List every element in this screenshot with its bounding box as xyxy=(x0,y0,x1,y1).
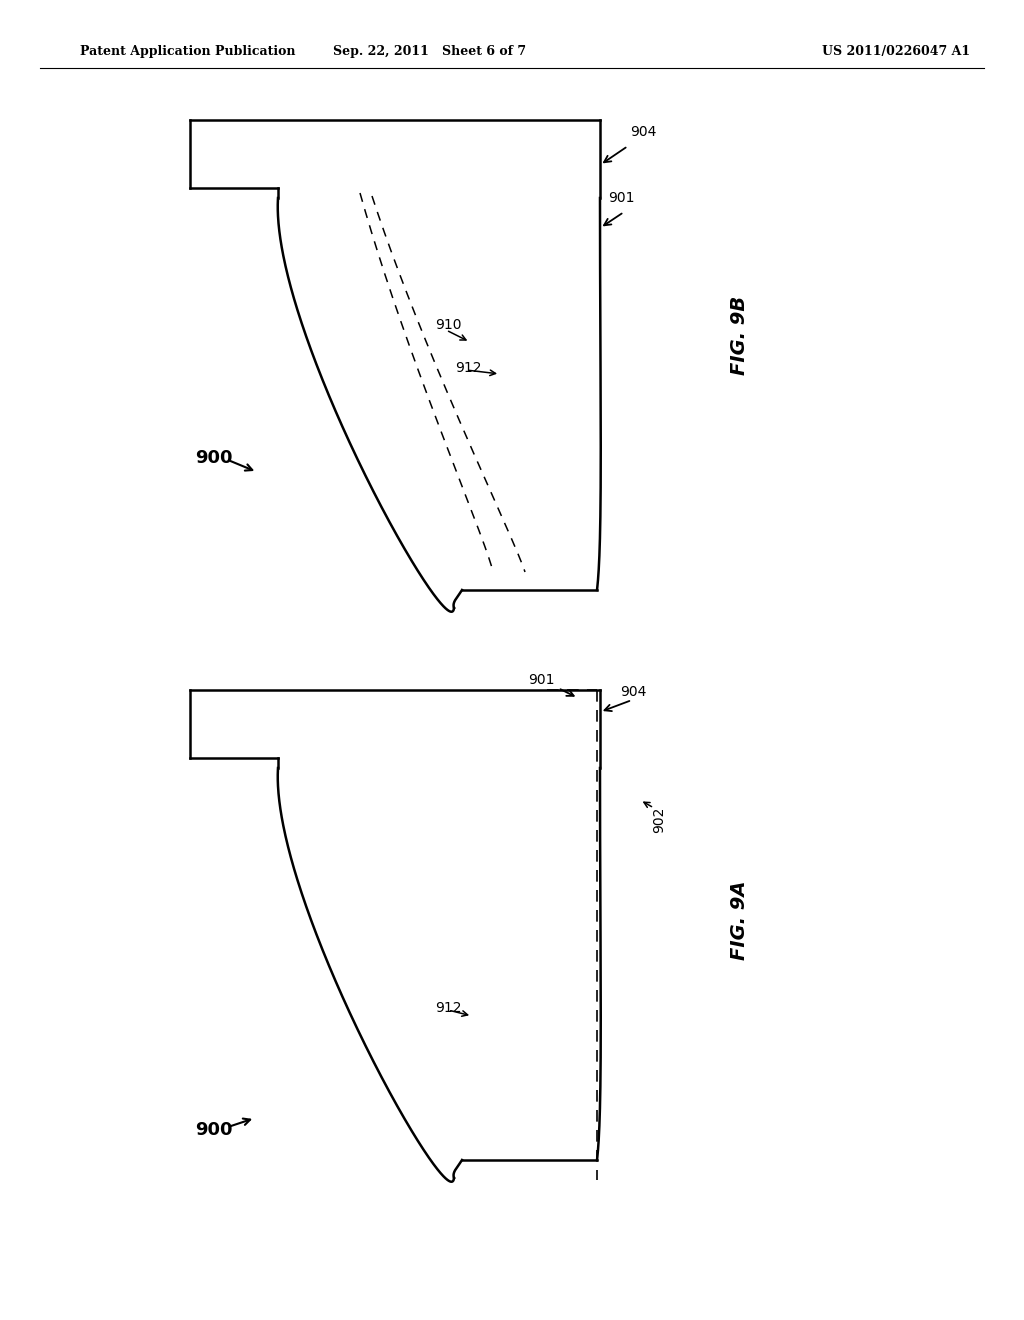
Text: 904: 904 xyxy=(620,685,646,700)
Text: FIG. 9A: FIG. 9A xyxy=(730,880,749,960)
Text: Patent Application Publication: Patent Application Publication xyxy=(80,45,296,58)
Text: Sep. 22, 2011   Sheet 6 of 7: Sep. 22, 2011 Sheet 6 of 7 xyxy=(334,45,526,58)
Text: 901: 901 xyxy=(528,673,555,686)
Text: 901: 901 xyxy=(608,191,635,205)
Text: 912: 912 xyxy=(455,360,481,375)
Text: 900: 900 xyxy=(195,449,232,467)
Text: US 2011/0226047 A1: US 2011/0226047 A1 xyxy=(822,45,970,58)
Text: 902: 902 xyxy=(652,807,666,833)
Text: 910: 910 xyxy=(435,318,462,333)
Text: FIG. 9B: FIG. 9B xyxy=(730,296,749,375)
Text: 912: 912 xyxy=(435,1001,462,1015)
Text: 900: 900 xyxy=(195,1121,232,1139)
Text: 904: 904 xyxy=(630,125,656,139)
